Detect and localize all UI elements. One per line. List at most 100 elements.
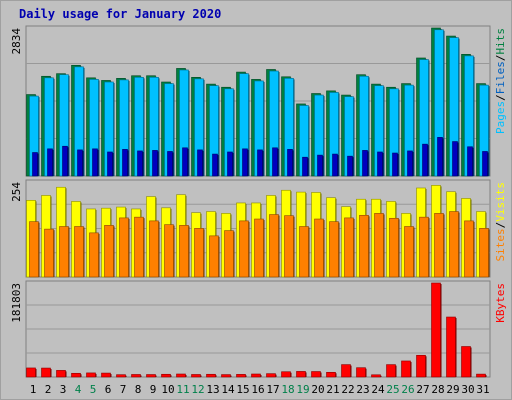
x-tick-label-15: 15 xyxy=(236,383,249,396)
bar-sites-day-31 xyxy=(479,228,489,278)
bar-sites-day-11 xyxy=(179,225,189,278)
bar-pages-day-14 xyxy=(227,151,233,177)
bar-sites-day-21 xyxy=(329,221,339,278)
bar-sites-day-15 xyxy=(239,220,249,278)
bar-kbytes-day-25 xyxy=(386,364,396,378)
bar-pages-day-9 xyxy=(152,150,158,177)
bar-pages-day-22 xyxy=(347,155,353,177)
bar-kbytes-day-20 xyxy=(311,371,321,378)
bar-pages-day-4 xyxy=(77,149,83,177)
bar-pages-day-21 xyxy=(332,153,338,177)
bar-sites-day-1 xyxy=(29,221,39,278)
bar-sites-day-30 xyxy=(464,220,474,278)
x-tick-label-11: 11 xyxy=(176,383,189,396)
bar-pages-day-25 xyxy=(392,152,398,177)
bar-sites-day-2 xyxy=(44,228,54,278)
bar-pages-day-2 xyxy=(47,148,53,177)
bar-pages-day-17 xyxy=(272,147,278,177)
legend-separator: / xyxy=(494,222,507,229)
legend-separator: / xyxy=(494,55,507,62)
bar-pages-day-8 xyxy=(137,150,143,177)
panel-hits: 2834 Pages/Files/Hits xyxy=(10,25,507,177)
bar-pages-day-29 xyxy=(452,141,458,177)
bar-sites-day-19 xyxy=(299,226,309,278)
bar-kbytes-day-26 xyxy=(401,360,411,378)
x-tick-label-17: 17 xyxy=(266,383,279,396)
bar-pages-day-20 xyxy=(317,154,323,177)
bar-sites-day-28 xyxy=(434,213,444,278)
bar-sites-day-9 xyxy=(149,220,159,278)
bar-kbytes-day-10 xyxy=(161,373,171,378)
bar-sites-day-7 xyxy=(119,217,129,278)
bar-pages-day-15 xyxy=(242,148,248,177)
bar-pages-day-27 xyxy=(422,143,428,177)
bar-kbytes-day-1 xyxy=(26,367,36,378)
x-tick-label-29: 29 xyxy=(446,383,459,396)
y-max-label-hits: 2834 xyxy=(10,28,23,55)
x-tick-label-9: 9 xyxy=(150,383,157,396)
x-tick-label-4: 4 xyxy=(75,383,82,396)
x-tick-label-7: 7 xyxy=(120,383,127,396)
x-tick-label-26: 26 xyxy=(401,383,414,396)
bar-kbytes-day-6 xyxy=(101,372,111,378)
x-tick-label-8: 8 xyxy=(135,383,142,396)
bar-kbytes-day-13 xyxy=(206,373,216,378)
bar-kbytes-day-9 xyxy=(146,374,156,378)
x-tick-label-3: 3 xyxy=(60,383,67,396)
bar-kbytes-day-27 xyxy=(416,354,426,378)
chart-title: Daily usage for January 2020 xyxy=(19,7,222,21)
bar-kbytes-day-28 xyxy=(431,282,441,378)
bar-pages-day-30 xyxy=(467,146,473,177)
bar-pages-day-18 xyxy=(287,149,293,177)
x-tick-label-19: 19 xyxy=(296,383,309,396)
x-tick-label-1: 1 xyxy=(30,383,37,396)
y-max-label-visits: 254 xyxy=(10,182,23,202)
bar-sites-day-5 xyxy=(89,232,99,278)
bar-kbytes-day-31 xyxy=(476,373,486,378)
bar-pages-day-7 xyxy=(122,149,128,177)
bar-pages-day-3 xyxy=(62,145,68,177)
legend-word-files: Files xyxy=(494,61,507,94)
bar-kbytes-day-30 xyxy=(461,346,471,378)
x-tick-label-2: 2 xyxy=(45,383,52,396)
bar-sites-day-26 xyxy=(404,226,414,278)
bar-pages-day-26 xyxy=(407,150,413,177)
legend-word-visits: Visits xyxy=(494,182,507,222)
x-tick-label-25: 25 xyxy=(386,383,399,396)
bar-pages-day-16 xyxy=(257,149,263,177)
bar-kbytes-day-22 xyxy=(341,364,351,378)
x-tick-label-18: 18 xyxy=(281,383,294,396)
bar-kbytes-day-2 xyxy=(41,367,51,378)
bar-kbytes-day-19 xyxy=(296,371,306,378)
bar-sites-day-12 xyxy=(194,228,204,278)
x-tick-label-31: 31 xyxy=(476,383,489,396)
x-tick-label-6: 6 xyxy=(105,383,112,396)
bar-kbytes-day-8 xyxy=(131,374,141,378)
x-tick-label-16: 16 xyxy=(251,383,264,396)
bar-sites-day-24 xyxy=(374,213,384,278)
bar-kbytes-day-11 xyxy=(176,373,186,378)
legend-label-hits: Pages/Files/Hits xyxy=(494,28,507,134)
legend-separator: / xyxy=(494,94,507,101)
bar-pages-day-10 xyxy=(167,151,173,177)
legend-word-hits: Hits xyxy=(494,28,507,55)
bar-pages-day-6 xyxy=(107,151,113,177)
bar-kbytes-day-21 xyxy=(326,371,336,378)
bar-sites-day-16 xyxy=(254,218,264,278)
bar-sites-day-22 xyxy=(344,217,354,278)
x-tick-label-20: 20 xyxy=(311,383,324,396)
bar-sites-day-18 xyxy=(284,215,294,278)
bar-pages-day-23 xyxy=(362,150,368,177)
legend-label-kbytes: KBytes xyxy=(494,283,507,323)
bar-sites-day-10 xyxy=(164,224,174,278)
bar-kbytes-day-3 xyxy=(56,370,66,378)
bar-sites-day-4 xyxy=(74,226,84,278)
bar-pages-day-31 xyxy=(482,151,488,177)
x-tick-label-12: 12 xyxy=(191,383,204,396)
y-max-label-kbytes: 181803 xyxy=(10,283,23,323)
bar-pages-day-28 xyxy=(437,137,443,177)
bar-pages-day-24 xyxy=(377,151,383,177)
bar-kbytes-day-7 xyxy=(116,374,126,378)
bar-pages-day-5 xyxy=(92,148,98,177)
